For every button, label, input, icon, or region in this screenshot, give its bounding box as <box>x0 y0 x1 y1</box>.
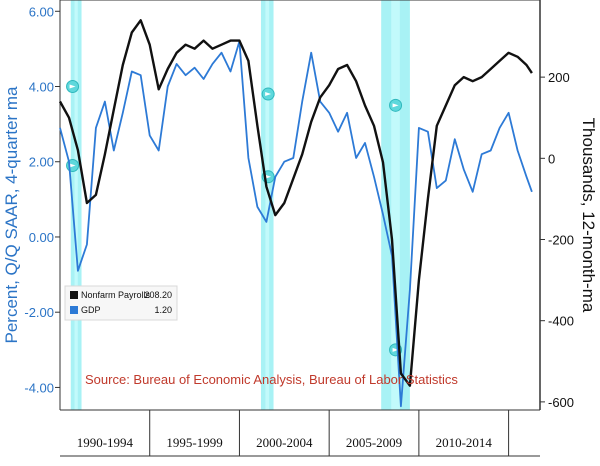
recession-marker-arrow-1 <box>69 163 76 168</box>
right-tick-label-0: 200 <box>548 70 570 85</box>
left-tick-label-0: 6.00 <box>29 4 54 19</box>
source-note: Source: Bureau of Economic Analysis, Bur… <box>85 372 458 387</box>
period-label-2: 2000-2004 <box>256 435 313 450</box>
period-label-0: 1990-1994 <box>77 435 134 450</box>
legend: Nonfarm Payrolls 208.20 GDP 1.20 <box>64 285 178 321</box>
series-lines <box>58 19 533 408</box>
right-tick-label-2: -200 <box>548 233 574 248</box>
right-axis-label: Thousands, 12-month-ma <box>579 118 598 313</box>
x-period-labels: 1990-1994 1995-1999 2000-2004 2005-2009 2010… <box>77 410 510 456</box>
left-tick-label-2: 2.00 <box>29 155 54 170</box>
recession-marker-arrow-3 <box>265 174 272 179</box>
period-label-3: 2005-2009 <box>346 435 402 450</box>
legend-swatch-payrolls <box>70 291 78 299</box>
right-tick-label-3: -400 <box>548 314 574 329</box>
recession-marker-arrow-5 <box>392 347 399 352</box>
recession-marker-arrow-2 <box>265 92 272 97</box>
left-tick-label-4: -2.00 <box>24 305 54 320</box>
legend-box <box>64 285 178 321</box>
period-label-4: 2010-2014 <box>436 435 493 450</box>
right-y-ticks: 200 0 -200 -400 -600 <box>540 70 574 410</box>
left-y-ticks: 6.00 4.00 2.00 0.00 -2.00 -4.00 <box>24 4 60 395</box>
period-label-1: 1995-1999 <box>166 435 222 450</box>
left-axis-label: Percent, Q/Q SAAR, 4-quarter ma <box>2 86 21 344</box>
recession-band-highlight-2 <box>391 0 400 410</box>
recession-marker-arrow-4 <box>392 103 399 108</box>
left-tick-label-3: 0.00 <box>29 230 54 245</box>
right-tick-label-1: 0 <box>548 151 555 166</box>
legend-value-payrolls: 208.20 <box>144 290 172 300</box>
legend-swatch-gdp <box>70 306 78 314</box>
right-tick-label-4: -600 <box>548 395 574 410</box>
legend-label-payrolls: Nonfarm Payrolls <box>81 290 151 300</box>
legend-label-gdp: GDP <box>81 305 101 315</box>
recession-band-highlight-1 <box>265 0 270 410</box>
series-line-nonfarm-payrolls <box>58 19 533 387</box>
legend-value-gdp: 1.20 <box>154 305 172 315</box>
left-tick-label-1: 4.00 <box>29 80 54 95</box>
left-tick-label-5: -4.00 <box>24 380 54 395</box>
series-line-gdp <box>59 40 533 408</box>
recession-marker-arrow-0 <box>69 84 76 89</box>
recession-band-highlight-0 <box>74 0 78 410</box>
